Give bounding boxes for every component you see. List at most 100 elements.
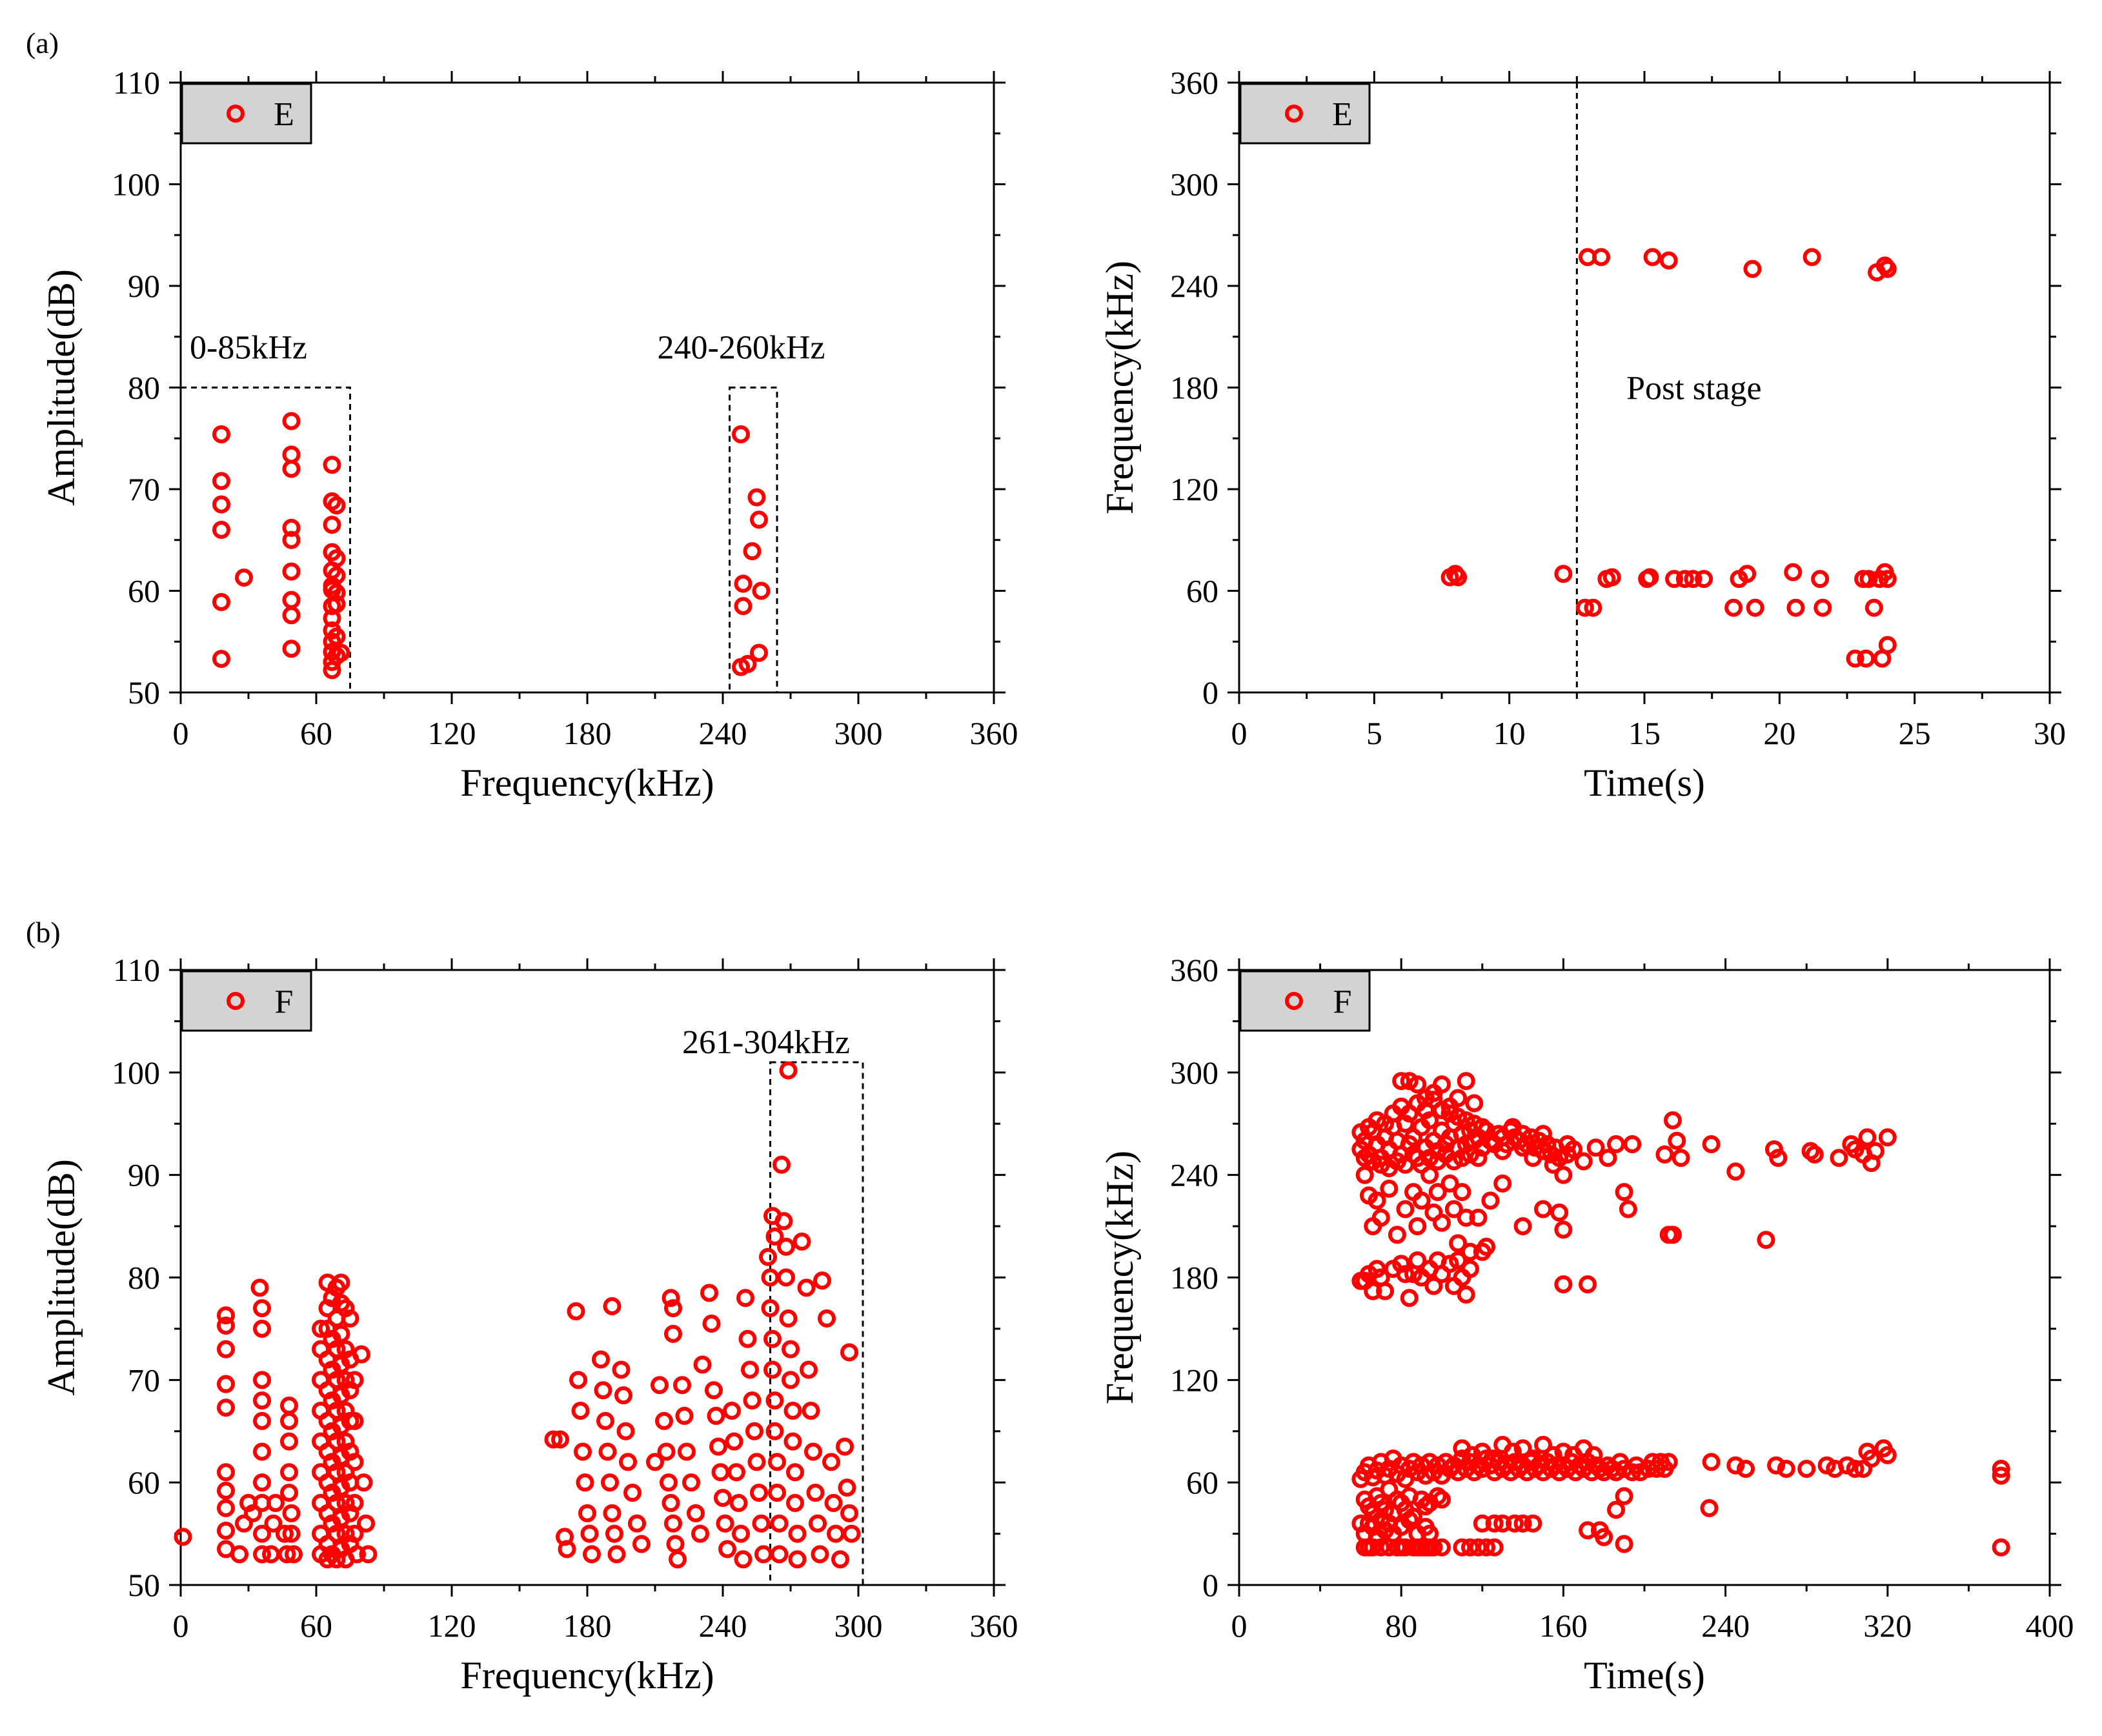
- data-point: [603, 1504, 622, 1522]
- data-point: [732, 425, 750, 443]
- data-point: [1433, 1075, 1451, 1094]
- data-point: [598, 1442, 617, 1461]
- data-point: [558, 1540, 576, 1559]
- data-point: [842, 1524, 861, 1543]
- data-point: [773, 1155, 791, 1174]
- data-point: [1575, 598, 1594, 617]
- data-point: [1764, 1140, 1783, 1158]
- data-point: [212, 472, 230, 490]
- data-point: [1655, 1145, 1674, 1164]
- data-point: [1465, 1094, 1484, 1113]
- data-point: [750, 510, 768, 529]
- data-point: [1380, 1179, 1399, 1198]
- data-point: [217, 1398, 235, 1417]
- data-point: [770, 1545, 789, 1564]
- data-point: [779, 1309, 798, 1328]
- legend-box: [1239, 83, 1371, 145]
- data-point: [217, 1340, 235, 1358]
- data-point: [1579, 1521, 1597, 1540]
- data-point: [809, 1514, 827, 1533]
- data-point: [806, 1484, 825, 1502]
- data-point: [1859, 570, 1878, 589]
- data-point: [601, 1473, 619, 1492]
- data-point: [761, 1299, 780, 1318]
- data-point: [235, 1514, 253, 1533]
- data-point: [1615, 1487, 1633, 1506]
- data-point: [664, 1514, 682, 1533]
- data-point: [244, 1504, 262, 1522]
- plot-frame: [179, 969, 995, 1586]
- data-point: [768, 1484, 786, 1502]
- data-point: [646, 1453, 664, 1471]
- x-tick-label: 20: [1763, 715, 1795, 751]
- data-point: [1444, 1200, 1463, 1218]
- data-point: [786, 1463, 804, 1482]
- data-point: [827, 1524, 845, 1543]
- data-point: [1814, 598, 1832, 617]
- data-point: [797, 1278, 816, 1297]
- chart-b-left: (b) 0 60 120 180 240 300 360 50 60 70 80 90 100 110 Fre…: [26, 916, 1018, 1697]
- y-tick-label: 360: [1170, 952, 1218, 988]
- data-point: [235, 569, 253, 587]
- data-point: [327, 1401, 346, 1420]
- y-tick-label: 90: [128, 1157, 160, 1193]
- data-point: [734, 597, 753, 616]
- data-point: [783, 1401, 802, 1420]
- x-tick-label: 60: [300, 715, 332, 751]
- data-point: [1400, 1289, 1419, 1307]
- data-point: [1371, 1208, 1390, 1227]
- data-point: [1862, 1449, 1881, 1468]
- x-tick-label: 0: [1231, 1608, 1248, 1644]
- data-point: [743, 542, 762, 561]
- data-point: [1586, 1138, 1605, 1157]
- data-point: [327, 549, 346, 568]
- y-tick-label: 70: [128, 471, 160, 507]
- data-point: [752, 581, 771, 600]
- y-tick-label: 110: [113, 952, 160, 988]
- data-point: [280, 1463, 298, 1482]
- data-point: [673, 1376, 691, 1395]
- data-point: [357, 1514, 375, 1533]
- data-point: [327, 1371, 346, 1389]
- data-point: [327, 1463, 346, 1482]
- legend-label: E: [1332, 96, 1353, 133]
- data-point: [1400, 1511, 1419, 1529]
- data-point: [1878, 636, 1897, 654]
- data-point: [1599, 1149, 1617, 1167]
- data-point: [1663, 1226, 1682, 1244]
- series-E: [1440, 248, 1897, 668]
- data-point: [1534, 1200, 1552, 1218]
- data-point: [765, 1422, 784, 1440]
- legend: E: [181, 83, 312, 145]
- data-point: [691, 1524, 709, 1543]
- data-point: [282, 530, 301, 549]
- data-point: [1513, 1514, 1532, 1533]
- data-point: [1811, 570, 1830, 589]
- data-point: [282, 459, 301, 478]
- y-tick-label: 240: [1170, 1157, 1218, 1193]
- data-point: [1857, 649, 1875, 668]
- data-point: [567, 1302, 585, 1320]
- data-point: [592, 1350, 610, 1369]
- data-point: [700, 1284, 718, 1302]
- data-point: [754, 1545, 773, 1564]
- x-tick-label: 15: [1628, 715, 1661, 751]
- data-point: [664, 1324, 682, 1343]
- y-tick-label: 360: [1170, 65, 1218, 101]
- data-point: [1574, 1152, 1593, 1171]
- data-point: [1846, 1459, 1865, 1478]
- data-point: [1449, 1234, 1468, 1253]
- data-point: [612, 1360, 631, 1379]
- y-axis-title: Amplitude(dB): [40, 269, 83, 506]
- chart-a-right: 0 5 10 15 20 25 30060120180240300360Time(s)Fre…: [1098, 65, 2066, 804]
- data-point: [1469, 1208, 1488, 1227]
- data-point: [1607, 1500, 1626, 1519]
- data-point: [732, 1524, 750, 1543]
- data-point: [763, 1360, 782, 1379]
- data-point: [1493, 1174, 1512, 1193]
- data-point: [327, 583, 346, 602]
- y-tick-label: 60: [1186, 1464, 1218, 1500]
- legend-box: [1239, 970, 1371, 1032]
- data-point: [1777, 1459, 1795, 1478]
- data-point: [1607, 1135, 1626, 1154]
